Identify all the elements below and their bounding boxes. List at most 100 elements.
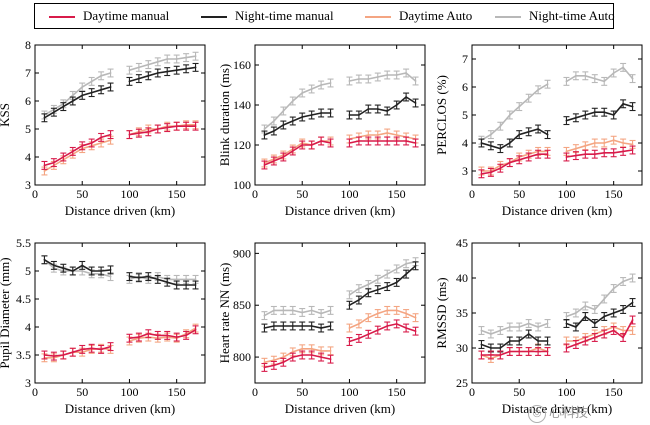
data-point	[43, 170, 46, 172]
data-point	[301, 354, 304, 356]
data-point	[584, 74, 587, 77]
x-tick-label: 50	[296, 187, 308, 201]
data-point	[329, 112, 332, 114]
data-point	[272, 120, 275, 122]
data-point	[81, 348, 84, 351]
y-tick-label: 5	[25, 264, 31, 278]
y-tick-label: 6	[25, 94, 31, 108]
data-point	[376, 312, 379, 315]
data-point	[147, 332, 150, 335]
data-point	[574, 154, 577, 157]
data-point	[546, 133, 549, 136]
data-point	[527, 130, 530, 133]
data-point	[147, 275, 150, 278]
data-point	[508, 142, 511, 144]
watermark: ◎ 心科技	[528, 402, 589, 423]
data-point	[612, 72, 615, 74]
x-tick-label: 0	[469, 385, 475, 399]
series-line-night-time-auto	[566, 277, 633, 318]
series-line-night-time-auto	[263, 82, 331, 130]
data-point	[291, 309, 294, 312]
x-tick-label: 100	[120, 385, 138, 399]
data-point	[395, 322, 398, 325]
data-point	[329, 325, 332, 327]
series-line-night-time-auto	[349, 72, 417, 82]
data-point	[263, 361, 266, 364]
data-point	[272, 325, 275, 327]
data-point	[320, 312, 323, 315]
data-point	[175, 284, 178, 286]
data-point	[109, 275, 112, 278]
data-point	[71, 100, 74, 102]
data-point	[137, 336, 140, 338]
data-point	[263, 134, 266, 136]
x-tick-label: 50	[296, 385, 308, 399]
data-point	[282, 356, 285, 358]
y-tick-label: 3.5	[16, 348, 31, 362]
y-tick-label: 40	[456, 271, 468, 285]
data-point	[62, 354, 65, 356]
data-point	[499, 354, 502, 356]
data-point	[480, 343, 483, 346]
data-point	[527, 156, 530, 158]
x-axis-label: Distance driven (km)	[502, 203, 612, 218]
data-point	[584, 340, 587, 342]
data-point	[282, 309, 285, 312]
data-point	[263, 366, 266, 369]
data-point	[593, 308, 596, 311]
data-point	[166, 334, 169, 337]
x-tick-label: 150	[388, 187, 406, 201]
y-tick-label: 7	[25, 66, 31, 80]
y-tick-label: 5	[25, 122, 31, 136]
data-point	[348, 142, 351, 144]
data-point	[128, 133, 131, 136]
data-point	[565, 347, 568, 349]
data-point	[71, 94, 74, 97]
series-line-night-time-manual	[566, 301, 634, 328]
data-point	[546, 83, 549, 86]
data-point	[565, 80, 568, 83]
data-point	[395, 268, 398, 270]
legend-label: Daytime manual	[83, 8, 170, 23]
y-axis-label: RMSSD (ms)	[434, 277, 449, 348]
data-point	[367, 316, 370, 319]
data-point	[395, 309, 398, 312]
data-point	[185, 278, 188, 281]
y-axis-label: PERCLOS (%)	[434, 75, 449, 155]
data-point	[357, 78, 360, 80]
y-tick-label: 850	[233, 298, 251, 312]
data-point	[156, 60, 159, 63]
data-point	[584, 315, 587, 318]
data-point	[603, 151, 606, 154]
data-point	[631, 329, 634, 332]
data-point	[367, 134, 370, 136]
x-tick-label: 150	[168, 385, 186, 399]
data-point	[81, 94, 84, 97]
series-line-night-time-manual	[129, 66, 196, 83]
x-tick-label: 100	[120, 187, 138, 201]
chart-panel-2: 0 50 100 150 100 120 140 160 Distance driven (km…	[217, 44, 426, 218]
data-point	[631, 277, 634, 279]
data-point	[185, 56, 188, 59]
data-point	[537, 88, 540, 91]
series-line-night-time-manual	[349, 265, 417, 306]
y-tick-label: 3	[25, 376, 31, 390]
watermark-text: 心科技	[549, 406, 589, 421]
data-point	[593, 111, 596, 114]
data-point	[603, 333, 606, 335]
data-point	[593, 77, 596, 80]
series-line-daytime-manual	[481, 350, 548, 356]
data-point	[272, 359, 275, 362]
y-tick-label: 900	[233, 246, 251, 260]
data-point	[489, 333, 492, 335]
x-tick-label: 150	[388, 385, 406, 399]
data-point	[348, 293, 351, 296]
data-point	[395, 104, 398, 106]
data-point	[631, 319, 634, 321]
data-point	[508, 326, 511, 328]
data-point	[518, 326, 521, 328]
data-point	[631, 149, 634, 151]
data-point	[480, 142, 483, 144]
x-tick-label: 100	[557, 385, 575, 399]
data-point	[147, 74, 150, 77]
